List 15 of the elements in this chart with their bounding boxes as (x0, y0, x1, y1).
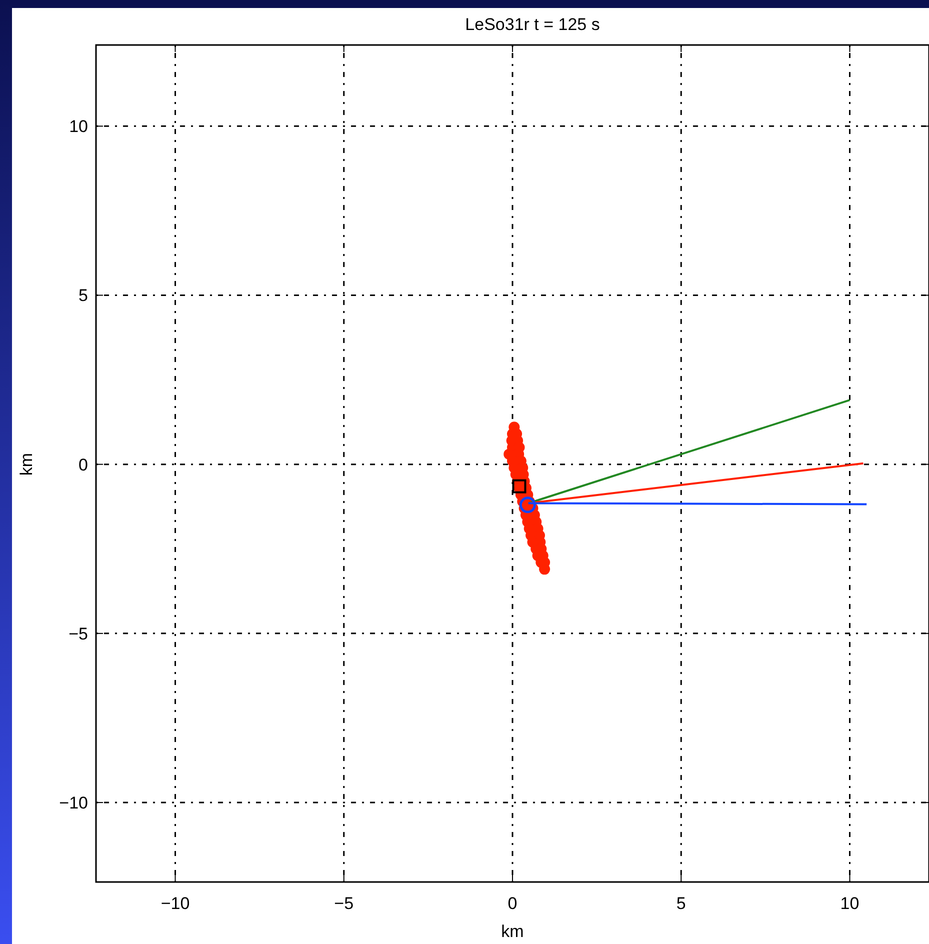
x-axis-title: km (501, 922, 524, 941)
y-tick-label: −10 (59, 793, 88, 812)
x-tick-label: 5 (676, 894, 686, 913)
x-tick-label: −5 (334, 894, 354, 913)
x-tick-label: 0 (508, 894, 518, 913)
y-tick-label: 5 (78, 286, 88, 306)
y-tick-label: −5 (68, 624, 88, 644)
y-tick-label: 10 (69, 117, 88, 136)
x-tick-label: 10 (840, 894, 860, 913)
point (512, 479, 526, 494)
y-tick-label: 0 (78, 455, 88, 474)
x-tick-label: −10 (160, 894, 190, 913)
point (519, 496, 536, 514)
chart-title: LeSo31r t = 125 s (465, 15, 600, 34)
y-axis-title: km (17, 453, 36, 476)
